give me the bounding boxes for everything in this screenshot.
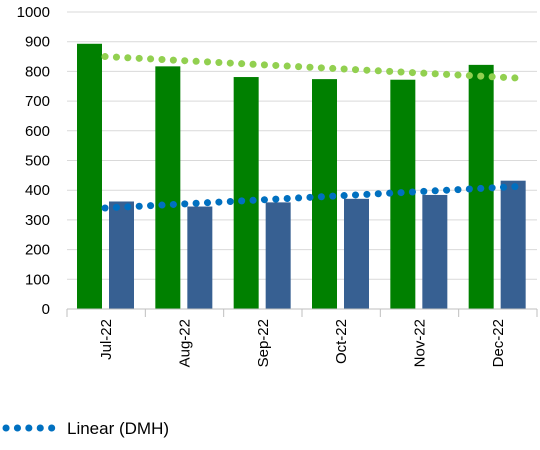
y-tick-label: 600 [25,123,50,140]
x-tick-label: Dec-22 [490,319,507,367]
gridlines [67,11,537,280]
trendlines [101,53,519,212]
trendline-2 [101,183,519,212]
trendline-1 [101,53,519,82]
x-tick-label: Oct-22 [333,319,350,364]
x-tick-label: Sep-22 [255,319,272,367]
y-tick-label: 800 [25,63,50,80]
x-tick-label: Aug-22 [177,319,194,367]
bar-series-2 [109,201,134,309]
y-tick-label: 100 [25,271,50,288]
bar-series-1 [155,66,181,309]
y-tick-label: 200 [25,242,50,259]
x-tick-label: Nov-22 [412,319,429,367]
y-tick-label: 500 [25,153,50,170]
y-tick-label: 0 [42,301,50,318]
legend: Linear (DMH) [2,419,169,438]
y-axis: 0 100 200 300 400 500 600 700 800 900 1000 [17,4,50,318]
y-tick-label: 900 [25,34,50,51]
legend-label: Linear (DMH) [67,419,169,438]
y-tick-label: 1000 [17,4,50,21]
bar-series-2 [265,202,291,309]
x-axis: Jul-22 Aug-22 Sep-22 Oct-22 Nov-22 Dec-22 [66,308,538,367]
bar-series-2 [500,180,526,309]
y-tick-label: 700 [25,93,50,110]
bar-series-2 [344,198,369,309]
bar-series-2 [187,206,213,309]
y-tick-label: 400 [25,182,50,199]
bar-series-1 [233,77,259,309]
bar-series-2 [422,194,448,309]
x-tick-label: Jul-22 [98,319,115,360]
bar-series-1 [77,43,102,310]
bars [77,43,526,310]
y-tick-label: 300 [25,212,50,229]
